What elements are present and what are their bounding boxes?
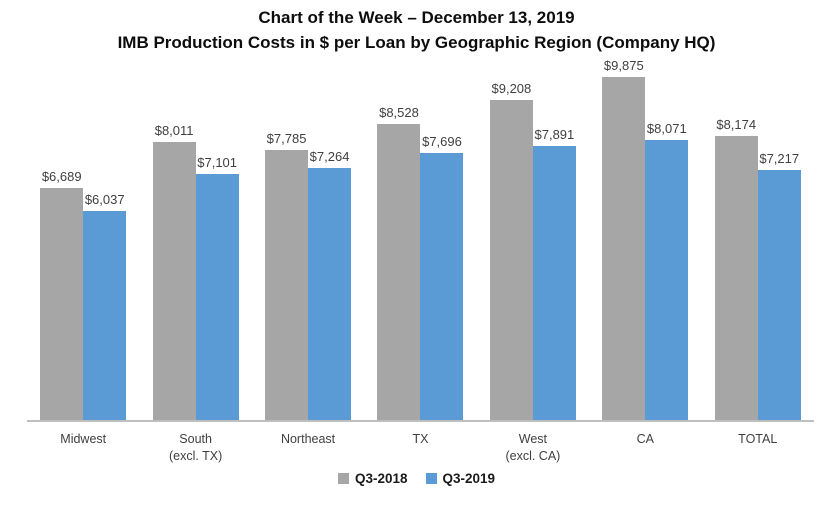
category-label-ca: CA — [589, 431, 701, 465]
bar-wrap-q3-2019-tx: $7,696 — [420, 134, 464, 421]
bar-value-label-q3-2019-west-excl-ca: $7,891 — [534, 127, 575, 142]
bar-wrap-q3-2018-south-excl-tx: $8,011 — [152, 123, 196, 421]
bar-value-label-q3-2018-south-excl-tx: $8,011 — [154, 123, 194, 138]
category-axis-labels: Midwest South (excl. TX) Northeast TX West (ex… — [27, 431, 814, 465]
bar-wrap-q3-2019-northeast: $7,264 — [308, 149, 352, 421]
bar-value-label-q3-2019-tx: $7,696 — [422, 134, 462, 149]
category-label-line: TOTAL — [738, 432, 778, 446]
bar-value-label-q3-2018-midwest: $6,689 — [41, 169, 82, 184]
category-label-line: Northeast — [280, 432, 336, 446]
bar-group-northeast: $7,785 $7,264 — [252, 71, 364, 421]
bar-q3-2019-west-excl-ca — [532, 146, 576, 421]
bar-value-label-q3-2018-ca: $9,875 — [603, 58, 644, 73]
legend-item-q3-2018: Q3-2018 — [337, 471, 408, 486]
bar-value-label-q3-2018-west-excl-ca: $9,208 — [491, 81, 532, 96]
category-label-northeast: Northeast — [252, 431, 364, 465]
chart-subtitle: IMB Production Costs in $ per Loan by Ge… — [117, 33, 716, 52]
x-axis-line — [27, 420, 814, 422]
bar-value-label-q3-2019-south-excl-tx: $7,101 — [197, 155, 238, 170]
bar-group-total: $8,174 $7,217 — [702, 71, 814, 421]
chart-title: Chart of the Week – December 13, 2019 — [258, 8, 575, 27]
bar-q3-2018-midwest — [40, 188, 84, 421]
bar-wrap-q3-2018-northeast: $7,785 — [265, 131, 309, 421]
bar-value-label-q3-2018-tx: $8,528 — [379, 105, 419, 120]
bar-wrap-q3-2018-total: $8,174 — [714, 117, 758, 421]
bar-q3-2018-total — [714, 136, 758, 421]
category-label-line: South — [179, 432, 212, 446]
bar-q3-2019-northeast — [308, 168, 352, 421]
legend-label: Q3-2018 — [354, 471, 408, 486]
legend-swatch-icon — [425, 473, 437, 484]
category-label-line: West — [518, 432, 548, 446]
bar-value-label-q3-2019-midwest: $6,037 — [84, 192, 125, 207]
bar-value-label-q3-2018-total: $8,174 — [716, 117, 757, 132]
bar-q3-2018-ca — [602, 77, 646, 421]
bar-wrap-q3-2019-midwest: $6,037 — [83, 192, 127, 421]
bar-wrap-q3-2019-south-excl-tx: $7,101 — [195, 155, 239, 421]
plot-area: $6,689 $6,037 $8,011 $7,101 $7,785 $7,264 $8,5… — [27, 58, 814, 421]
bar-q3-2019-south-excl-tx — [195, 174, 239, 421]
category-label-total: TOTAL — [702, 431, 814, 465]
category-label-line: (excl. TX) — [169, 449, 223, 463]
bar-group-tx: $8,528 $7,696 — [364, 71, 476, 421]
bar-wrap-q3-2019-ca: $8,071 — [645, 121, 689, 421]
category-label-line: CA — [636, 432, 654, 446]
category-label-west-excl-ca: West (excl. CA) — [477, 431, 589, 465]
bar-value-label-q3-2019-northeast: $7,264 — [309, 149, 350, 164]
bar-q3-2019-tx — [420, 153, 464, 421]
bar-wrap-q3-2018-midwest: $6,689 — [40, 169, 84, 421]
bar-q3-2018-south-excl-tx — [152, 142, 196, 421]
bar-value-label-q3-2019-total: $7,217 — [759, 151, 800, 166]
bar-q3-2018-northeast — [265, 150, 309, 421]
legend: Q3-2018 Q3-2019 — [0, 471, 833, 486]
bar-groups: $6,689 $6,037 $8,011 $7,101 $7,785 $7,264 $8,5… — [27, 58, 814, 421]
bar-group-south-excl-tx: $8,011 $7,101 — [139, 71, 251, 421]
legend-item-q3-2019: Q3-2019 — [425, 471, 496, 486]
bar-q3-2019-midwest — [83, 211, 127, 421]
bar-wrap-q3-2019-total: $7,217 — [757, 151, 801, 421]
bar-group-west-excl-ca: $9,208 $7,891 — [477, 71, 589, 421]
bar-wrap-q3-2019-west-excl-ca: $7,891 — [532, 127, 576, 421]
category-label-line: Midwest — [60, 432, 107, 446]
category-label-tx: TX — [364, 431, 476, 465]
bar-q3-2019-total — [757, 170, 801, 421]
bar-q3-2019-ca — [645, 140, 689, 421]
bar-wrap-q3-2018-tx: $8,528 — [377, 105, 421, 421]
bar-value-label-q3-2019-ca: $8,071 — [646, 121, 687, 136]
bar-group-ca: $9,875 $8,071 — [589, 58, 701, 421]
legend-label: Q3-2019 — [442, 471, 496, 486]
bar-q3-2018-west-excl-ca — [489, 100, 533, 421]
bar-wrap-q3-2018-west-excl-ca: $9,208 — [489, 81, 533, 421]
bar-q3-2018-tx — [377, 124, 421, 421]
bar-wrap-q3-2018-ca: $9,875 — [602, 58, 646, 421]
category-label-midwest: Midwest — [27, 431, 139, 465]
category-label-line: TX — [412, 432, 429, 446]
bar-group-midwest: $6,689 $6,037 — [27, 71, 139, 421]
bar-value-label-q3-2018-northeast: $7,785 — [266, 131, 307, 146]
category-label-line: (excl. CA) — [505, 449, 561, 463]
legend-swatch-icon — [337, 473, 349, 484]
category-label-south-excl-tx: South (excl. TX) — [139, 431, 251, 465]
